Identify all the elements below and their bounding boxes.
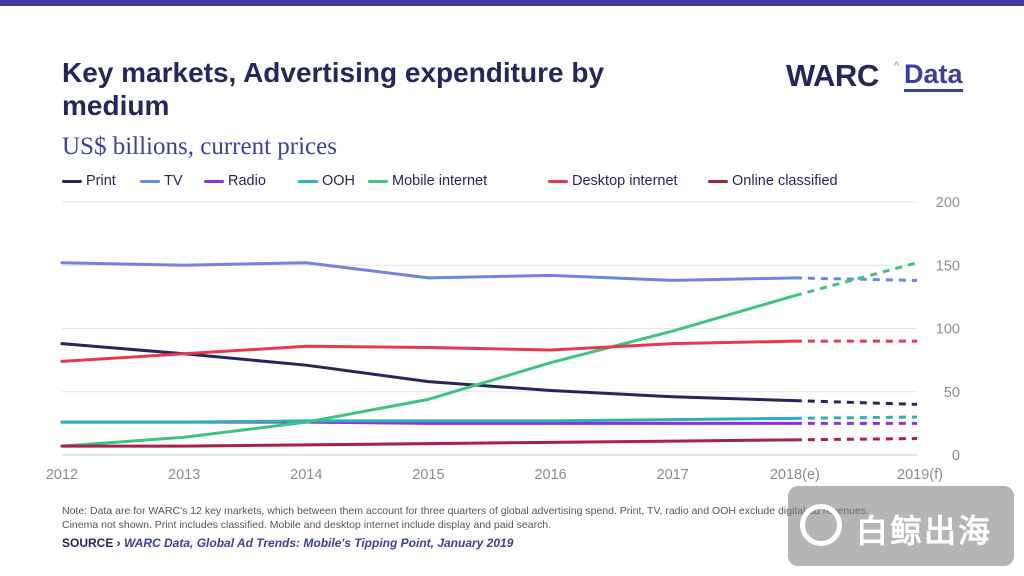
- y-tick-label-50: 50: [944, 385, 960, 401]
- legend-label-radio: Radio: [228, 173, 266, 189]
- page-title: Key markets, Advertising expenditure by …: [62, 57, 605, 121]
- series-line-tv: [60, 261, 797, 282]
- series-forecast-online-classified: [794, 437, 918, 442]
- x-tick-label-7: 2019(f): [897, 467, 943, 483]
- x-tick-label-5: 2017: [657, 467, 689, 483]
- y-tick-label-100: 100: [936, 322, 960, 338]
- series-forecast-print: [794, 399, 918, 406]
- series-forecast-ooh: [794, 415, 918, 420]
- x-tick-label-0: 2012: [46, 467, 78, 483]
- source-body: WARC Data, Global Ad Trends: Mobile's Ti…: [124, 536, 514, 550]
- logo-caret-icon: ^: [894, 60, 900, 72]
- series-line-mobile-internet: [60, 294, 797, 448]
- series-forecast-mobile-internet: [794, 261, 918, 298]
- line-chart: 0 50 100 150 200 2012 2013 2014 2015 2016 2017 2018…: [46, 195, 960, 483]
- watermark: 白鲸出海: [788, 486, 1014, 566]
- warc-data-logo: WARC ^ Data: [786, 58, 976, 94]
- x-tick-label-1: 2013: [168, 467, 200, 483]
- legend-swatch-ooh: [298, 180, 318, 183]
- legend-swatch-tv: [140, 180, 160, 183]
- legend-swatch-desktop-internet: [548, 180, 568, 183]
- legend-swatch-mobile-internet: [368, 180, 388, 183]
- source-line: SOURCE › WARC Data, Global Ad Trends: Mo…: [62, 536, 513, 550]
- legend-swatch-online-classified: [708, 180, 728, 183]
- legend-swatch-print: [62, 180, 82, 183]
- series-line-desktop-internet: [60, 339, 797, 363]
- x-tick-label-4: 2016: [534, 467, 566, 483]
- top-accent-bar: [0, 0, 1024, 6]
- legend-label-ooh: OOH: [322, 173, 356, 189]
- series-line-ooh: [60, 416, 797, 424]
- series-line-online-classified: [60, 438, 797, 448]
- x-tick-label-6: 2018(e): [770, 467, 820, 483]
- source-label: SOURCE ›: [62, 536, 121, 550]
- legend-label-tv: TV: [164, 173, 183, 189]
- logo-warc-text: WARC: [786, 58, 879, 93]
- legend-label-mobile-internet: Mobile internet: [392, 173, 488, 189]
- y-tick-label-0: 0: [952, 448, 960, 464]
- watermark-text: 白鲸出海: [856, 513, 993, 549]
- x-tick-label-3: 2015: [412, 467, 444, 483]
- legend-swatch-radio: [204, 180, 224, 183]
- chart-subtitle: US$ billions, current prices: [62, 133, 337, 160]
- y-tick-label-200: 200: [936, 195, 960, 211]
- x-tick-label-2: 2014: [290, 467, 322, 483]
- legend-label-print: Print: [86, 173, 116, 189]
- g-circle-icon: [800, 504, 842, 546]
- legend-label-desktop-internet: Desktop internet: [572, 173, 678, 189]
- series-forecast-tv: [794, 276, 918, 282]
- legend-label-online-classified: Online classified: [732, 173, 838, 189]
- y-tick-label-150: 150: [936, 258, 960, 274]
- logo-data-text: Data: [904, 59, 963, 92]
- footnote: Note: Data are for WARC's 12 key markets…: [62, 505, 870, 531]
